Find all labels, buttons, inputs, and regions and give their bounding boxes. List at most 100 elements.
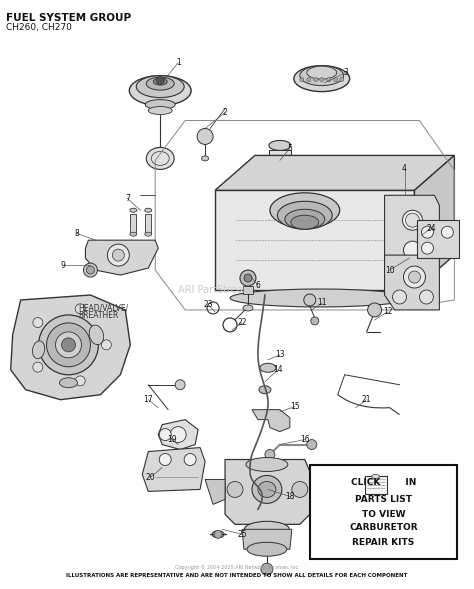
Circle shape bbox=[159, 429, 171, 441]
Circle shape bbox=[33, 317, 43, 327]
Circle shape bbox=[55, 332, 82, 358]
Text: FUEL SYSTEM GROUP: FUEL SYSTEM GROUP bbox=[6, 13, 131, 23]
Circle shape bbox=[421, 242, 433, 254]
Ellipse shape bbox=[89, 325, 104, 345]
Circle shape bbox=[292, 481, 308, 497]
Polygon shape bbox=[384, 196, 439, 275]
Ellipse shape bbox=[212, 531, 224, 538]
Circle shape bbox=[166, 458, 184, 477]
Circle shape bbox=[307, 78, 311, 82]
Ellipse shape bbox=[146, 147, 174, 170]
Polygon shape bbox=[225, 459, 310, 524]
Circle shape bbox=[409, 271, 420, 283]
Circle shape bbox=[311, 317, 319, 325]
Text: 4: 4 bbox=[402, 164, 407, 173]
Circle shape bbox=[75, 376, 85, 386]
Polygon shape bbox=[85, 240, 158, 275]
Circle shape bbox=[307, 439, 317, 449]
Circle shape bbox=[441, 226, 453, 238]
Ellipse shape bbox=[145, 209, 152, 212]
Ellipse shape bbox=[269, 140, 291, 150]
Circle shape bbox=[334, 78, 337, 82]
Circle shape bbox=[156, 77, 164, 85]
Polygon shape bbox=[414, 155, 455, 290]
Text: BREATHER: BREATHER bbox=[79, 312, 119, 320]
Ellipse shape bbox=[246, 458, 288, 471]
Bar bbox=[145, 214, 151, 234]
Circle shape bbox=[421, 226, 433, 238]
Circle shape bbox=[101, 340, 111, 350]
Text: 3: 3 bbox=[343, 68, 348, 77]
Text: 1: 1 bbox=[176, 58, 181, 67]
Ellipse shape bbox=[270, 193, 340, 228]
Circle shape bbox=[240, 270, 256, 286]
Circle shape bbox=[368, 303, 382, 317]
Circle shape bbox=[403, 266, 426, 288]
Text: CARBURETOR: CARBURETOR bbox=[349, 523, 418, 532]
Circle shape bbox=[46, 323, 91, 367]
Ellipse shape bbox=[277, 201, 332, 229]
Circle shape bbox=[402, 210, 422, 230]
Text: 21: 21 bbox=[362, 395, 371, 404]
Text: 16: 16 bbox=[300, 435, 310, 444]
Circle shape bbox=[33, 362, 43, 372]
Ellipse shape bbox=[258, 481, 276, 497]
Text: 17: 17 bbox=[144, 395, 153, 404]
Circle shape bbox=[244, 274, 252, 282]
Ellipse shape bbox=[130, 209, 137, 212]
Text: 2: 2 bbox=[223, 108, 228, 117]
Polygon shape bbox=[252, 410, 290, 432]
Ellipse shape bbox=[259, 386, 271, 393]
Circle shape bbox=[300, 78, 304, 82]
Bar bbox=[243, 286, 253, 294]
Circle shape bbox=[419, 290, 433, 304]
Ellipse shape bbox=[372, 475, 380, 478]
Circle shape bbox=[261, 563, 273, 575]
Circle shape bbox=[392, 290, 407, 304]
Polygon shape bbox=[205, 479, 225, 504]
Text: CH260, CH270: CH260, CH270 bbox=[6, 23, 72, 32]
Text: 18: 18 bbox=[285, 492, 295, 501]
Circle shape bbox=[112, 249, 124, 261]
Polygon shape bbox=[310, 481, 337, 497]
Text: REPAIR KITS: REPAIR KITS bbox=[353, 538, 415, 547]
Text: 24: 24 bbox=[427, 224, 436, 233]
Ellipse shape bbox=[252, 475, 282, 504]
Polygon shape bbox=[215, 190, 414, 290]
Text: 19: 19 bbox=[167, 435, 177, 444]
Polygon shape bbox=[158, 419, 198, 449]
Ellipse shape bbox=[405, 213, 419, 227]
Polygon shape bbox=[215, 155, 455, 190]
Ellipse shape bbox=[145, 100, 175, 110]
Ellipse shape bbox=[291, 215, 319, 229]
Bar bbox=[310, 465, 457, 559]
Circle shape bbox=[197, 128, 213, 144]
Bar bbox=[365, 477, 387, 494]
Text: HEAD/VALVE/: HEAD/VALVE/ bbox=[79, 303, 129, 312]
Ellipse shape bbox=[285, 209, 325, 229]
Circle shape bbox=[327, 78, 331, 82]
Text: Copyright © 2004-2015 ARI Network Services, Inc.: Copyright © 2004-2015 ARI Network Servic… bbox=[175, 564, 299, 570]
Text: 5: 5 bbox=[287, 144, 292, 153]
Ellipse shape bbox=[294, 65, 350, 92]
Polygon shape bbox=[154, 455, 195, 481]
Circle shape bbox=[314, 78, 318, 82]
Circle shape bbox=[304, 294, 316, 306]
Ellipse shape bbox=[60, 378, 77, 388]
Text: PARTS LIST: PARTS LIST bbox=[355, 495, 412, 504]
Text: ILLUSTRATIONS ARE REPRESENTATIVE AND ARE NOT INTENDED TO SHOW ALL DETAILS FOR EA: ILLUSTRATIONS ARE REPRESENTATIVE AND ARE… bbox=[66, 573, 408, 578]
Circle shape bbox=[62, 338, 75, 352]
Text: CLICK        IN: CLICK IN bbox=[351, 478, 416, 487]
Text: 11: 11 bbox=[317, 299, 327, 307]
Text: 15: 15 bbox=[290, 402, 300, 411]
Circle shape bbox=[227, 481, 243, 497]
Polygon shape bbox=[384, 255, 439, 310]
Ellipse shape bbox=[260, 363, 276, 372]
Circle shape bbox=[108, 244, 129, 266]
Text: 10: 10 bbox=[385, 266, 394, 274]
Circle shape bbox=[175, 380, 185, 390]
Text: 8: 8 bbox=[74, 229, 79, 238]
Ellipse shape bbox=[269, 190, 291, 200]
Ellipse shape bbox=[146, 77, 174, 90]
Circle shape bbox=[403, 241, 421, 259]
